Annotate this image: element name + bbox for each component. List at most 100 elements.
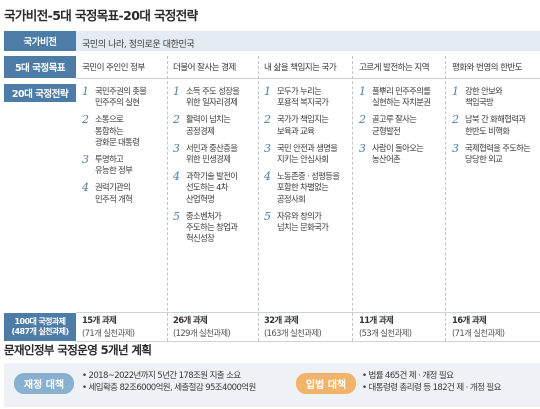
strategy-line: 위한 일자리경제: [186, 97, 238, 108]
strategy-line: 균형발전: [372, 125, 401, 136]
task-count: 16개 과제: [452, 315, 487, 325]
legislation-badge-label: 입법 대책: [305, 380, 347, 391]
strategy-line: 서민과 중산층을: [186, 142, 238, 153]
strategy-number: 4: [264, 170, 271, 184]
strategy-line: 광화문 대통령: [95, 136, 140, 147]
strategy-line: 농산어촌: [372, 153, 401, 164]
finance-badge: 재정 대책: [14, 373, 74, 394]
finance-item-text: 세입확충 82조6000억원, 세출절감 95조4000억원: [88, 383, 257, 394]
finance-list: • 2018~2022년까지 5년간 178조원 지출 소요 • 세입확충 82…: [82, 370, 256, 395]
strategy-column-1: 1 국민주권의 촛불 민주주의 실현 2 소통으로 통합하는 광화문 대통령 3 투명하고 유…: [82, 85, 170, 312]
strategy-column-5: 1 강한 안보와 책임국방 2 남북 간 화해협력과 한반도 비핵화 3 국제협력을 주도…: [452, 85, 540, 312]
legislation-item-text: 법률 465건 제 · 개정 필요: [368, 371, 454, 381]
goal-3: 내 삶을 책임지는 국가: [264, 63, 337, 73]
sub-task-count: (71개 실천과제): [82, 327, 135, 338]
finance-item: • 2018~2022년까지 5년간 178조원 지출 소요: [82, 371, 241, 381]
strategy-line: 위한 민생경제: [186, 153, 231, 164]
sub-task-count: (71개 실천과제): [452, 327, 505, 338]
tasks-label: 100대 국정과제 (487개 실천과제): [4, 313, 76, 341]
task-count: 26개 과제: [173, 315, 208, 325]
strategy-line: 지키는 안심사회: [277, 153, 329, 164]
goals-label: 5대 국정목표: [4, 56, 76, 78]
strategy-column-4: 1 풀뿌리 민주주의를 실현하는 자치분권 2 골고루 잘사는 균형발전 3 사람이 돌아…: [359, 85, 447, 312]
strategy-column-2: 1 소득 주도 성장을 위한 일자리경제 2 활력이 넘치는 공정경제 3 서민과 중산층…: [173, 85, 261, 312]
finance-badge-label: 재정 대책: [23, 380, 65, 391]
strategy-number: 1: [173, 85, 180, 98]
vision-label-text: 국가비전: [23, 37, 57, 48]
strategy-number: 2: [264, 113, 271, 127]
strategy-line: 민주적 개혁: [95, 193, 133, 204]
strategies-label-text: 20대 국정전략: [11, 89, 69, 100]
strategy-line: 책임국방: [465, 97, 494, 108]
strategy-line: 자유와 창의가: [277, 210, 322, 221]
goal-2: 더불어 잘사는 경제: [173, 63, 236, 73]
strategy-line: 국가가 책임지는: [277, 114, 329, 125]
strategies-label: 20대 국정전략: [4, 84, 76, 102]
strategy-item: 5 중소벤처가 주도하는 창업과 혁신성장: [173, 209, 261, 245]
legislation-item-text: 대통령령 총리령 등 182건 제 · 개정 필요: [368, 383, 502, 394]
strategy-number: 5: [173, 209, 180, 223]
strategy-column-3: 1 모두가 누리는 포용적 복지국가 2 국가가 책임지는 보육과 교육 3 국민 안전과…: [264, 85, 352, 312]
strategy-line: 실현하는 자치분권: [372, 97, 431, 108]
strategy-item: 4 노동존중 · 성평등을 포함한 차별없는 공정사회: [264, 171, 352, 205]
strategy-line: 남북 간 화해협력과: [465, 114, 526, 125]
strategy-item: 2 활력이 넘치는 공정경제: [173, 114, 261, 136]
strategy-line: 투명하고: [95, 153, 124, 164]
column-divider: [445, 56, 446, 341]
strategy-item: 3 투명하고 유능한 정부: [82, 153, 170, 176]
strategy-number: 3: [173, 141, 180, 155]
legislation-badge: 입법 대책: [296, 373, 356, 394]
strategy-line: 한반도 비핵화: [465, 125, 510, 136]
strategy-line: 주도하는 창업과: [186, 221, 238, 232]
strategy-line: 과학기술 발전이: [186, 171, 238, 182]
strategy-line: 권력기관의: [95, 182, 131, 193]
goal-4: 고르게 발전하는 지역: [359, 63, 430, 73]
strategy-line: 국제협력을 주도하는: [465, 142, 531, 153]
legislation-item: • 대통령령 총리령 등 182건 제 · 개정 필요: [362, 383, 502, 394]
strategy-line: 풀뿌리 민주주의를: [372, 86, 431, 96]
strategy-number: 3: [359, 141, 366, 155]
strategy-number: 1: [264, 85, 271, 98]
strategy-item: 3 국제협력을 주도하는 당당한 외교: [452, 141, 540, 165]
task-count-1: 15개 과제 (71개 실천과제): [82, 314, 135, 339]
strategy-line: 선도하는 4차: [186, 182, 228, 193]
task-count-4: 11개 과제 (53개 실천과제): [359, 314, 412, 339]
goals-label-text: 5대 국정목표: [14, 63, 66, 74]
goal-5: 평화와 번영의 한반도: [452, 63, 523, 73]
strategy-number: 2: [82, 113, 89, 127]
strategy-line: 공정사회: [277, 193, 306, 204]
strategy-number: 3: [452, 141, 459, 155]
tasks-label-line2: (487개 실천과제): [11, 327, 70, 336]
strategy-item: 4 권력기관의 민주적 개혁: [82, 182, 170, 204]
strategy-number: 5: [264, 209, 271, 223]
strategy-number: 4: [82, 181, 89, 195]
goal-1: 국민이 주인인 정부: [82, 63, 145, 73]
task-count: 15개 과제: [82, 315, 117, 325]
strategy-line: 넘치는 문화국가: [277, 221, 329, 232]
strategy-line: 골고루 잘사는: [372, 114, 417, 125]
sub-task-count: (163개 실천과제): [264, 327, 322, 338]
strategy-item: 1 소득 주도 성장을 위한 일자리경제: [173, 85, 261, 108]
strategy-line: 노동존중 · 성평등을: [277, 171, 340, 182]
strategy-line: 포함한 차별없는: [277, 182, 329, 193]
strategy-number: 2: [173, 113, 180, 127]
strategy-item: 5 자유와 창의가 넘치는 문화국가: [264, 209, 352, 233]
strategy-item: 3 사람이 돌아오는 농산어촌: [359, 141, 447, 165]
strategy-line: 포용적 복지국가: [277, 97, 329, 108]
strategy-line: 소통으로: [95, 114, 124, 125]
column-divider: [258, 56, 259, 341]
strategy-line: 공정경제: [186, 125, 215, 136]
tasks-bottom-divider: [76, 341, 540, 342]
strategy-line: 유능한 정부: [95, 165, 133, 176]
strategy-item: 4 과학기술 발전이 선도하는 4차 산업혁명: [173, 171, 261, 205]
strategy-line: 당당한 외교: [465, 153, 503, 164]
strategy-line: 민주주의 실현: [95, 97, 140, 108]
strategy-line: 중소벤처가: [186, 210, 222, 221]
strategy-line: 사람이 돌아오는: [372, 142, 424, 153]
strategy-item: 3 서민과 중산층을 위한 민생경제: [173, 141, 261, 165]
strategy-item: 1 모두가 누리는 포용적 복지국가: [264, 85, 352, 108]
task-count-2: 26개 과제 (129개 실천과제): [173, 314, 231, 339]
goals-bottom-divider: [76, 78, 540, 79]
strategy-item: 2 골고루 잘사는 균형발전: [359, 114, 447, 136]
sub-task-count: (129개 실천과제): [173, 327, 231, 338]
